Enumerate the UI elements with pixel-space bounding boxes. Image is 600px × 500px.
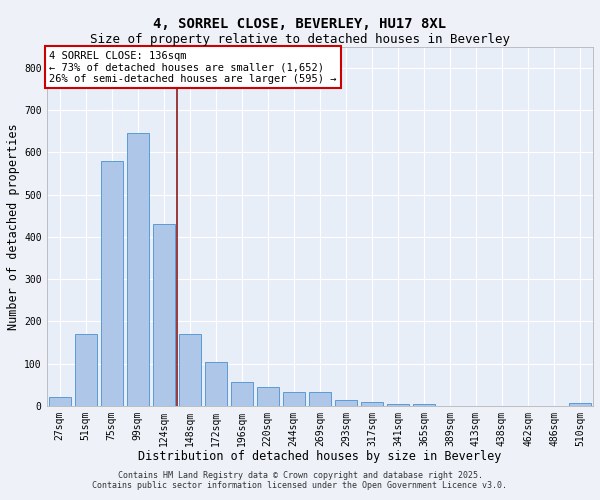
Bar: [413, 404, 435, 406]
Bar: [49, 398, 71, 406]
Bar: [387, 404, 409, 406]
Text: Contains public sector information licensed under the Open Government Licence v3: Contains public sector information licen…: [92, 481, 508, 490]
Bar: [335, 400, 357, 406]
Bar: [231, 382, 253, 406]
Bar: [361, 402, 383, 406]
Bar: [127, 134, 149, 406]
Bar: [74, 334, 97, 406]
Bar: [257, 387, 279, 406]
Bar: [569, 403, 591, 406]
Text: 4 SORREL CLOSE: 136sqm
← 73% of detached houses are smaller (1,652)
26% of semi-: 4 SORREL CLOSE: 136sqm ← 73% of detached…: [49, 50, 337, 84]
Bar: [205, 362, 227, 406]
Text: 4, SORREL CLOSE, BEVERLEY, HU17 8XL: 4, SORREL CLOSE, BEVERLEY, HU17 8XL: [154, 18, 446, 32]
Bar: [179, 334, 201, 406]
Text: Size of property relative to detached houses in Beverley: Size of property relative to detached ho…: [90, 32, 510, 46]
Bar: [309, 392, 331, 406]
Text: Contains HM Land Registry data © Crown copyright and database right 2025.: Contains HM Land Registry data © Crown c…: [118, 471, 482, 480]
Bar: [152, 224, 175, 406]
Bar: [101, 161, 123, 406]
Y-axis label: Number of detached properties: Number of detached properties: [7, 123, 20, 330]
Bar: [283, 392, 305, 406]
X-axis label: Distribution of detached houses by size in Beverley: Distribution of detached houses by size …: [138, 450, 502, 463]
